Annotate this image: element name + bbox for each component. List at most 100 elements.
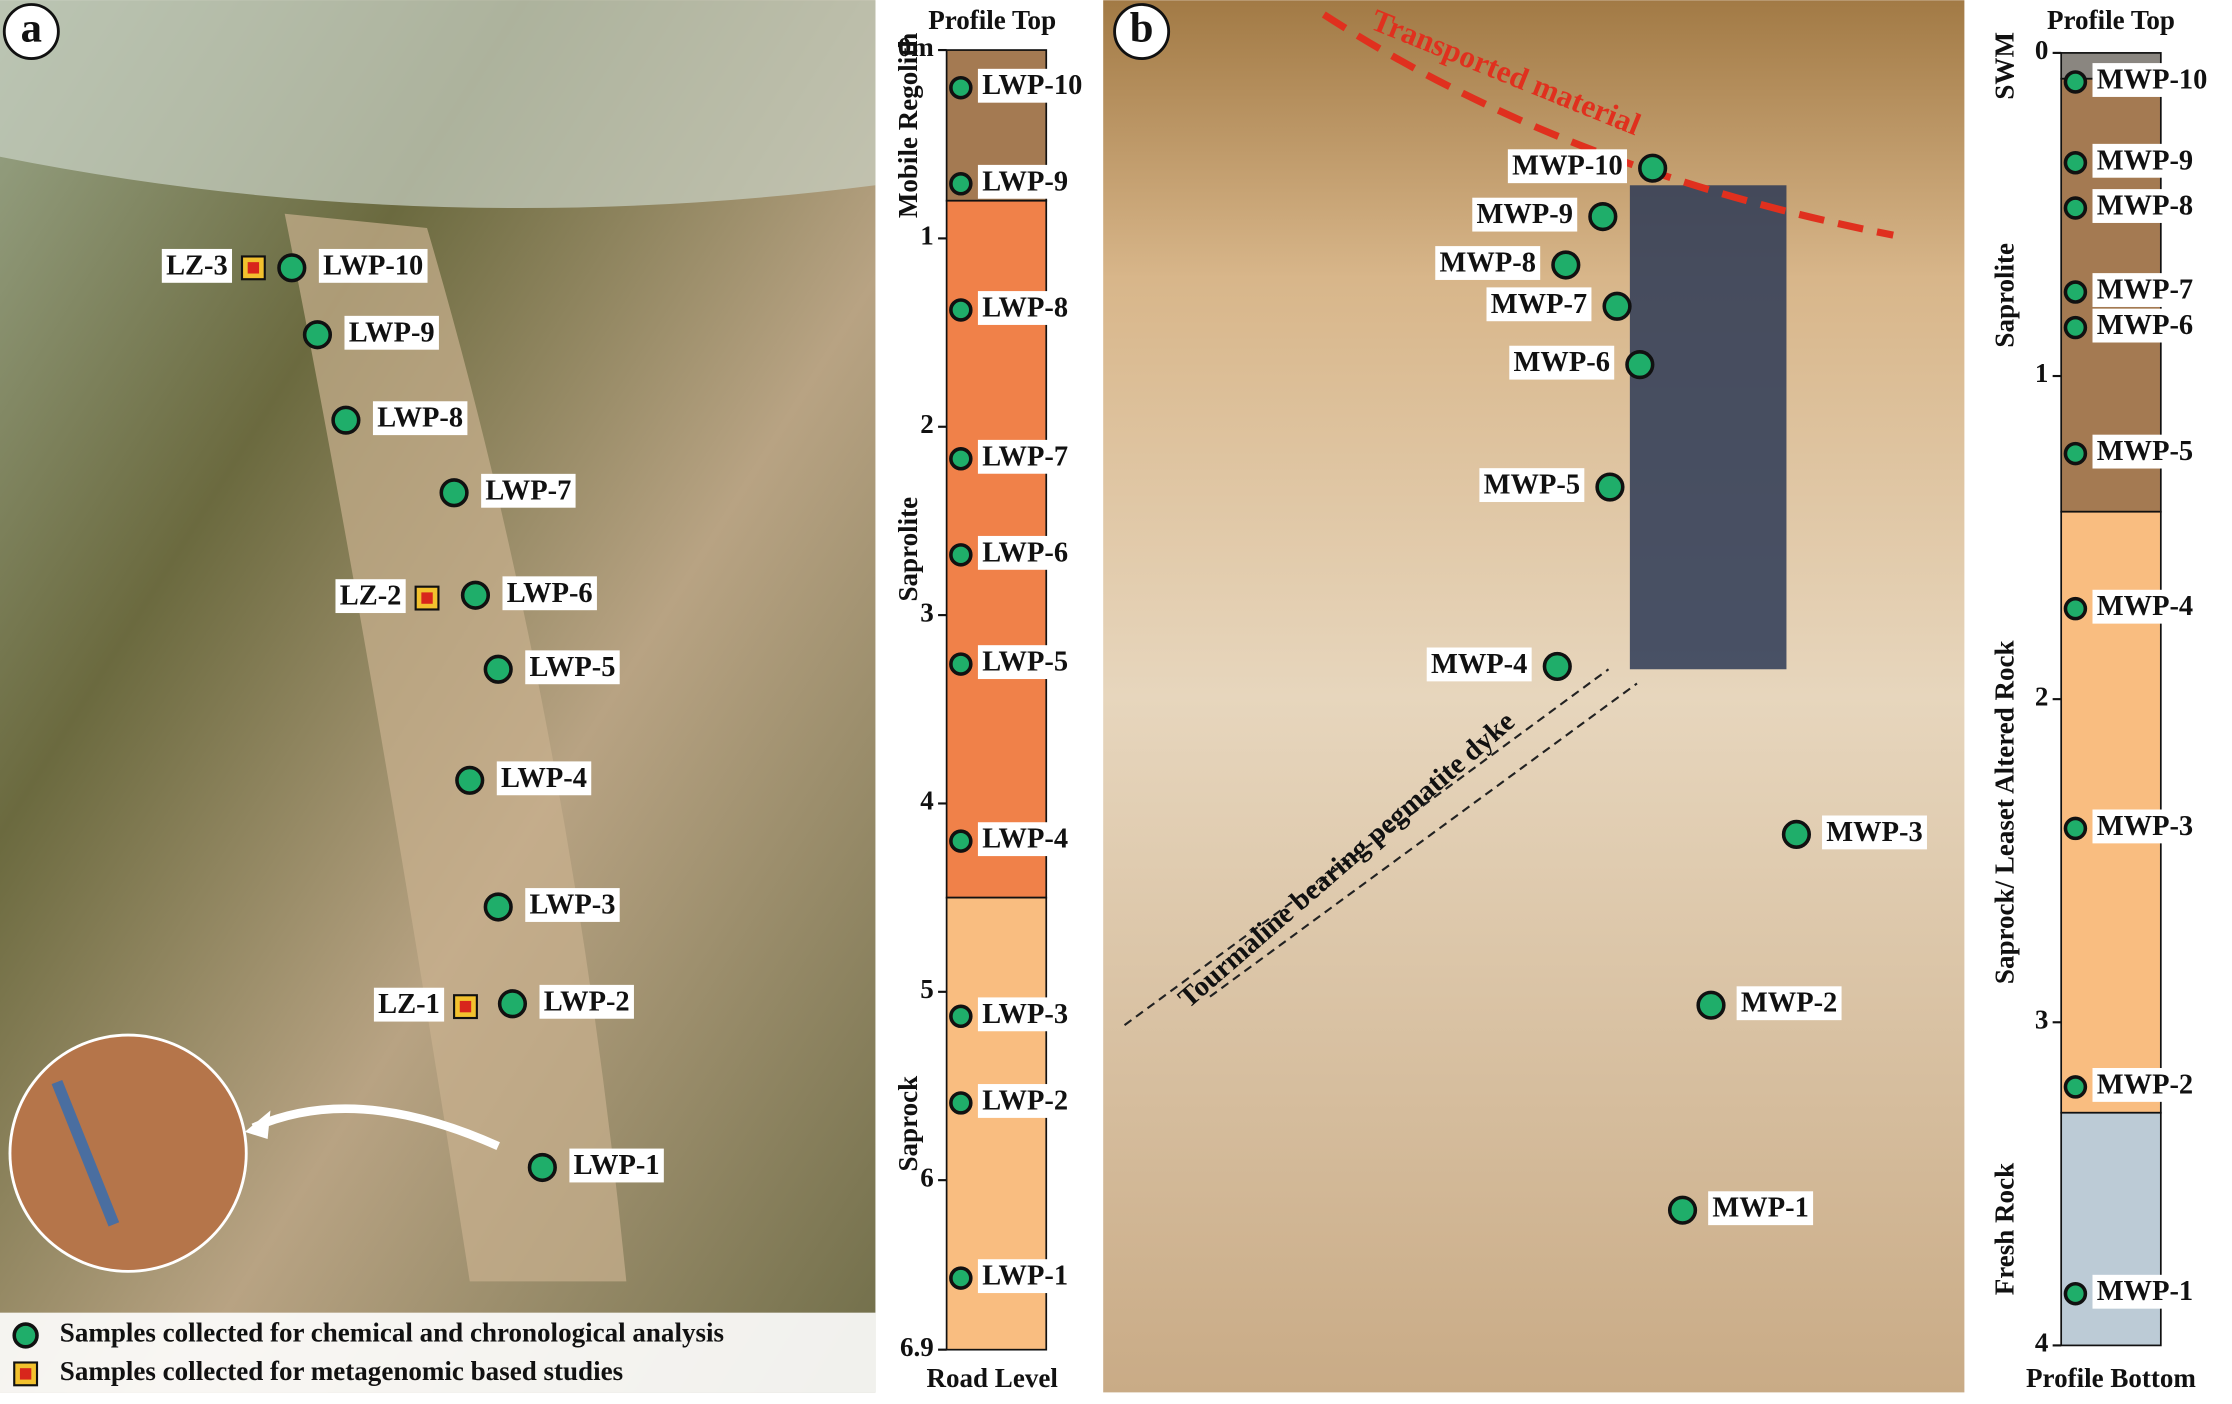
sample-label: MWP-7 <box>2097 275 2193 306</box>
label-box <box>502 576 597 611</box>
label-box <box>977 1259 1073 1294</box>
lz-core <box>459 1000 472 1013</box>
label-box <box>2092 143 2198 178</box>
label-group: LZ-2 <box>335 579 406 614</box>
label-group: LWP-8 <box>977 291 1073 325</box>
panel-letter-bg <box>2 3 60 61</box>
label-group: LWP-10 <box>977 68 1087 103</box>
label-group: MWP-10 <box>1507 149 1628 184</box>
sample-label: LZ-2 <box>340 581 402 612</box>
column-footer: Profile Bottom <box>2026 1363 2196 1393</box>
sample-marker <box>1551 250 1581 280</box>
label-box <box>977 997 1073 1032</box>
label-group: LWP-2 <box>539 984 634 1019</box>
sample-marker <box>2063 441 2088 466</box>
sample-marker <box>949 298 973 322</box>
label-box <box>373 987 445 1022</box>
sample-marker <box>1781 819 1812 849</box>
label-group: LWP-1 <box>569 1148 664 1183</box>
label-group: LWP-4 <box>977 822 1073 857</box>
label-group: MWP-10 <box>2092 63 2212 97</box>
sample-marker <box>331 405 361 435</box>
label-box <box>977 822 1073 857</box>
label-box <box>977 645 1073 680</box>
sample-label: LWP-6 <box>982 537 1068 568</box>
label-box <box>977 535 1073 570</box>
label-box <box>1509 345 1615 380</box>
sky <box>0 0 876 209</box>
label-group: LWP-1 <box>977 1259 1073 1294</box>
tick-label: 5 <box>920 974 934 1004</box>
sample-marker <box>439 478 469 508</box>
label-box <box>2092 1068 2198 1102</box>
sample-marker <box>1588 202 1618 232</box>
label-box <box>1435 246 1541 280</box>
sample-label: LZ-1 <box>378 989 440 1020</box>
label-group: MWP-3 <box>2092 809 2198 844</box>
label-group: LWP-3 <box>525 888 620 922</box>
inset-photo <box>11 1036 245 1270</box>
sample-marker <box>1696 990 1726 1020</box>
person <box>1629 185 1787 670</box>
label-box <box>539 984 634 1019</box>
sample-marker <box>2063 151 2088 175</box>
sample-marker <box>949 543 973 567</box>
label-box <box>2092 189 2198 223</box>
label-group: LWP-6 <box>977 535 1073 570</box>
layer-label: Fresh Rock <box>1989 1163 2019 1295</box>
sample-label: MWP-9 <box>1477 199 1573 230</box>
label-group: MWP-9 <box>2092 143 2198 178</box>
label-group: LWP-8 <box>372 401 468 436</box>
tick-label: 3 <box>2035 1004 2049 1034</box>
sample-label: MWP-4 <box>2097 591 2193 622</box>
tick-label: 3 <box>920 597 934 627</box>
tick-label: 0 <box>2035 35 2049 65</box>
label-box <box>161 248 233 283</box>
sample-marker <box>949 447 973 471</box>
layer-label: Saprock/ Leaset Altered Rock <box>1989 640 2019 984</box>
sample-marker <box>2063 315 2088 340</box>
sample-label: MWP-4 <box>1431 649 1527 680</box>
legend-swatch-core <box>19 1368 32 1380</box>
sample-label: MWP-6 <box>2097 310 2193 341</box>
label-group: MWP-2 <box>2092 1068 2198 1102</box>
label-group: MWP-2 <box>1736 986 1842 1021</box>
sample-label: MWP-3 <box>1826 817 1922 848</box>
label-box <box>977 164 1073 199</box>
sample-marker <box>1595 472 1625 502</box>
label-group: LWP-9 <box>977 164 1073 199</box>
label-group: LWP-10 <box>318 248 428 283</box>
label-box <box>496 761 592 796</box>
sample-marker <box>949 1004 973 1029</box>
label-group: MWP-6 <box>1509 345 1615 380</box>
sample-label: LWP-10 <box>323 250 423 281</box>
label-box <box>481 473 576 508</box>
sample-label: MWP-8 <box>2097 191 2193 222</box>
sample-marker <box>1667 1195 1698 1225</box>
label-box <box>977 68 1087 103</box>
sample-marker <box>277 253 307 283</box>
column-header: Profile Top <box>2047 5 2175 35</box>
sample-marker <box>2063 1075 2088 1099</box>
sample-marker <box>455 765 485 795</box>
label-group: MWP-4 <box>1426 647 1532 682</box>
sample-label: MWP-5 <box>2097 436 2193 467</box>
sample-label: LWP-1 <box>982 1261 1068 1292</box>
label-group: MWP-3 <box>1822 815 1927 850</box>
sample-marker <box>949 75 973 100</box>
label-box <box>318 248 428 283</box>
layer-label: Saprock <box>893 1076 923 1172</box>
label-box <box>1822 815 1927 850</box>
label-box <box>977 291 1073 325</box>
tick-label: 4 <box>2035 1328 2049 1358</box>
sample-marker <box>2063 196 2088 220</box>
label-group: MWP-8 <box>2092 189 2198 223</box>
label-group: LWP-2 <box>977 1084 1073 1118</box>
sample-marker <box>2063 1281 2088 1306</box>
label-group: LZ-1 <box>373 987 445 1022</box>
label-box <box>335 579 406 614</box>
panel-letter-bg <box>1113 3 1171 61</box>
label-box <box>372 401 468 436</box>
